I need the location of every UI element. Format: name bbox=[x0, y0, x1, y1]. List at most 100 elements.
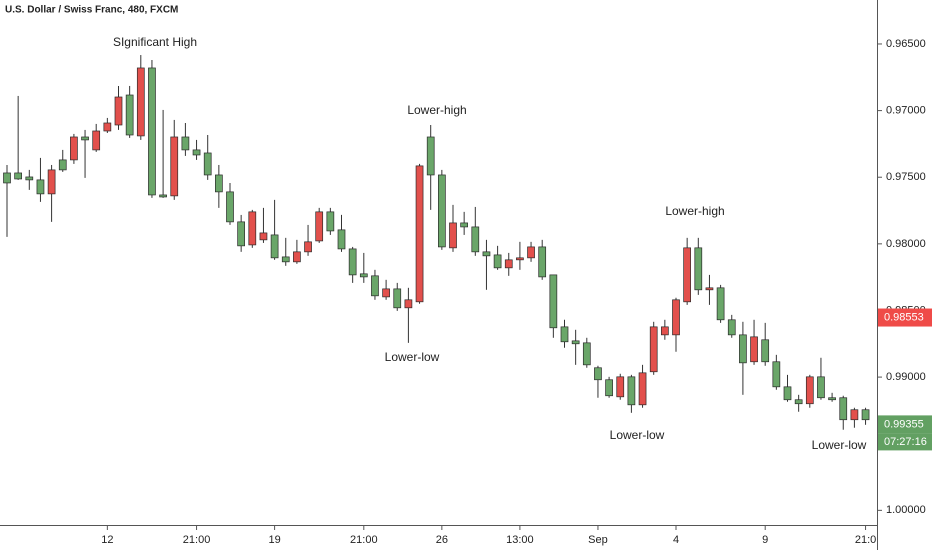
candle-body bbox=[605, 379, 613, 397]
candle-body bbox=[516, 257, 524, 261]
candle-body bbox=[761, 339, 770, 363]
candle-body bbox=[304, 241, 312, 253]
candle-body bbox=[504, 259, 513, 269]
annotation: SIgnificant High bbox=[113, 35, 197, 49]
candle-body bbox=[783, 386, 792, 401]
candle-body bbox=[694, 247, 703, 291]
candle-body bbox=[371, 275, 379, 297]
candle-body bbox=[549, 274, 558, 329]
candle-body bbox=[560, 326, 569, 343]
candle-body bbox=[828, 397, 836, 401]
y-tick-label: 1.00000 bbox=[886, 504, 926, 516]
candle-body bbox=[649, 326, 658, 373]
price-label: 0.98553 bbox=[884, 311, 924, 323]
candle-body bbox=[148, 67, 156, 196]
candle-body bbox=[103, 122, 112, 132]
candle-body bbox=[438, 174, 446, 248]
candle-body bbox=[861, 409, 870, 421]
candle-body bbox=[337, 229, 346, 250]
candle-body bbox=[125, 94, 134, 136]
candle-body bbox=[270, 234, 279, 259]
candle-body bbox=[805, 376, 814, 405]
candle-body bbox=[192, 149, 201, 156]
candle-body bbox=[471, 226, 480, 253]
y-tick-label: 0.96500 bbox=[886, 38, 926, 50]
candle-body bbox=[359, 273, 368, 278]
x-tick-label: 21:00 bbox=[350, 534, 378, 546]
candle-body bbox=[393, 288, 402, 309]
candle-body bbox=[226, 191, 234, 223]
candle-body bbox=[114, 96, 123, 126]
candle-body bbox=[571, 340, 580, 345]
candle-body bbox=[326, 211, 335, 232]
candle-body bbox=[705, 287, 714, 291]
candle-body bbox=[136, 67, 145, 137]
annotation: Lower-low bbox=[385, 350, 440, 364]
x-tick-label: 21:00 bbox=[183, 534, 211, 546]
candle-body bbox=[739, 334, 747, 364]
candle-body bbox=[293, 251, 301, 263]
countdown-box bbox=[878, 433, 932, 451]
candle-body bbox=[47, 169, 56, 195]
candle-body bbox=[460, 222, 468, 228]
x-tick-label: 26 bbox=[436, 534, 448, 546]
candle-body bbox=[70, 136, 78, 161]
annotation: Lower-high bbox=[407, 103, 466, 117]
annotation: Lower-low bbox=[610, 428, 665, 442]
candle-body bbox=[281, 256, 290, 263]
x-tick-label: 4 bbox=[673, 534, 679, 546]
candle-body bbox=[449, 222, 457, 249]
candle-body bbox=[660, 326, 669, 336]
candle-body bbox=[627, 376, 636, 406]
candle-body bbox=[672, 299, 680, 336]
candle-body bbox=[81, 136, 89, 141]
candle-body bbox=[482, 251, 491, 257]
candle-body bbox=[527, 246, 535, 259]
candle-body bbox=[638, 372, 647, 406]
candle-body bbox=[727, 319, 736, 336]
candle-body bbox=[750, 336, 758, 363]
candle-body bbox=[14, 172, 22, 180]
candle-body bbox=[58, 159, 67, 171]
candle-body bbox=[181, 136, 190, 151]
x-tick-label: 19 bbox=[268, 534, 280, 546]
candle-body bbox=[259, 232, 268, 241]
price-label: 0.99355 bbox=[884, 418, 924, 430]
candle-body bbox=[716, 287, 725, 321]
candle-body bbox=[683, 247, 692, 303]
y-tick-label: 0.97000 bbox=[886, 105, 926, 117]
candle-body bbox=[315, 211, 324, 242]
candle-body bbox=[582, 342, 591, 366]
candle-body bbox=[159, 194, 167, 198]
candle-body bbox=[36, 179, 45, 195]
price-label-box bbox=[878, 415, 932, 434]
candle-body bbox=[839, 397, 848, 421]
candle-body bbox=[415, 165, 424, 303]
x-tick-label: Sep bbox=[588, 534, 608, 546]
candle-body bbox=[850, 409, 859, 421]
candle-body bbox=[426, 136, 435, 176]
x-tick-label: 9 bbox=[762, 534, 768, 546]
candle-body bbox=[772, 361, 781, 388]
candle-body bbox=[25, 176, 34, 181]
y-tick-label: 0.98000 bbox=[886, 238, 926, 250]
candle-body bbox=[817, 376, 825, 399]
candle-body bbox=[348, 248, 357, 276]
candle-body bbox=[616, 376, 625, 398]
candle-body bbox=[203, 152, 212, 176]
x-tick-label: 21:0 bbox=[855, 534, 876, 546]
chart-title: U.S. Dollar / Swiss Franc, 480, FXCM bbox=[5, 5, 178, 16]
candle-body bbox=[493, 254, 502, 269]
candle-body bbox=[237, 221, 245, 247]
x-tick-label: 12 bbox=[101, 534, 113, 546]
candle-body bbox=[3, 172, 11, 184]
candle-body bbox=[215, 174, 223, 193]
y-tick-label: 0.97500 bbox=[886, 171, 926, 183]
x-tick-label: 13:00 bbox=[506, 534, 534, 546]
countdown: 07:27:16 bbox=[884, 436, 927, 448]
candle-body bbox=[92, 130, 101, 151]
y-tick-label: 0.99000 bbox=[886, 371, 926, 383]
candle-body bbox=[594, 367, 602, 381]
candle-body bbox=[538, 246, 547, 278]
